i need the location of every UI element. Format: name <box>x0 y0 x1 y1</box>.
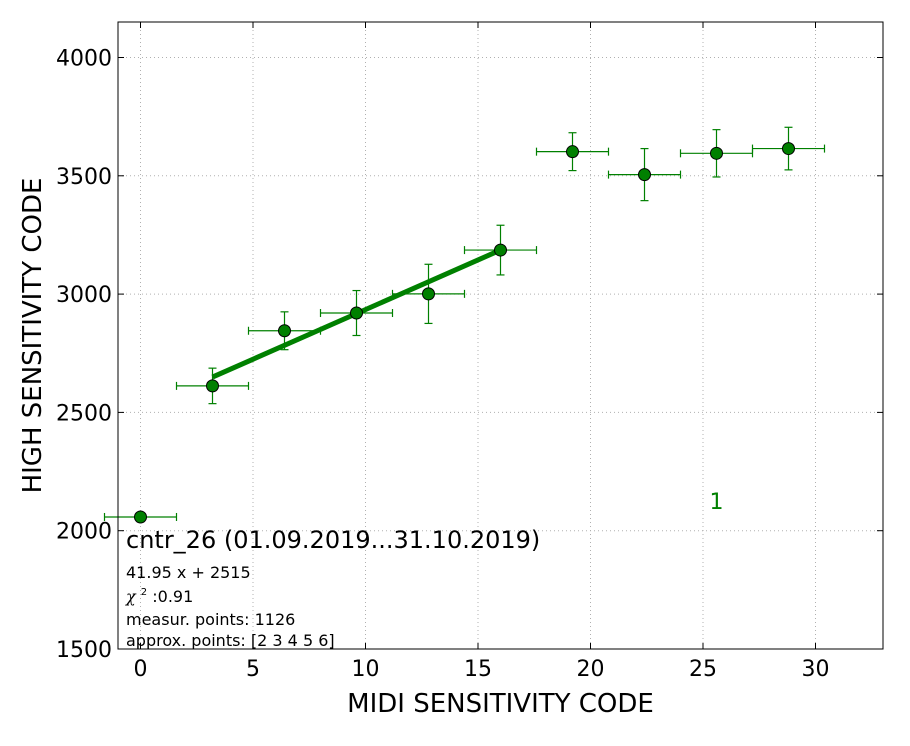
annotation-chi-square: χ 2 :0.91 <box>125 580 193 606</box>
point-marker <box>206 379 219 393</box>
point-marker <box>422 287 435 301</box>
data-point-3 <box>319 289 394 337</box>
point-marker <box>638 168 651 182</box>
point-marker <box>782 142 795 156</box>
data-point-6 <box>535 132 610 172</box>
x-tick-label: 20 <box>577 657 605 682</box>
y-tick-label: 1500 <box>56 638 112 663</box>
y-tick-label: 2500 <box>56 401 112 426</box>
data-point-7 <box>607 147 682 202</box>
x-tick-label: 25 <box>689 657 717 682</box>
point-marker <box>710 146 723 160</box>
annotation-approx-points: approx. points: [2 3 4 5 6] <box>126 631 335 650</box>
data-point-2 <box>247 311 322 351</box>
point-marker <box>134 510 147 524</box>
y-axis-title: HIGH SENSITIVITY CODE <box>18 178 48 494</box>
y-tick-label: 3500 <box>56 165 112 190</box>
chi-symbol: χ <box>125 587 137 606</box>
x-tick-label: 15 <box>464 657 492 682</box>
data-point-9 <box>751 126 826 171</box>
y-tick-label: 4000 <box>56 46 112 71</box>
chi-superscript: 2 <box>141 587 147 598</box>
data-point-4 <box>391 263 466 325</box>
x-tick-label: 10 <box>352 657 380 682</box>
y-tick-label: 3000 <box>56 283 112 308</box>
data-point-5 <box>463 224 538 276</box>
point-marker <box>350 306 363 320</box>
series-label: 1 <box>710 490 724 515</box>
point-marker <box>494 243 507 257</box>
data-point-8 <box>679 129 754 178</box>
y-tick-label: 2000 <box>56 520 112 545</box>
point-marker <box>566 145 579 159</box>
x-tick-label: 30 <box>802 657 830 682</box>
point-marker <box>278 324 291 338</box>
chi-value: :0.91 <box>152 587 193 606</box>
data-points <box>103 126 826 524</box>
annotation-title: cntr_26 (01.09.2019...31.10.2019) <box>126 526 540 554</box>
grid <box>118 22 883 650</box>
data-point-0 <box>103 510 178 524</box>
x-tick-label: 0 <box>134 657 148 682</box>
annotation-equation: 41.95 x + 2515 <box>126 563 251 582</box>
annotation-measur-points: measur. points: 1126 <box>126 610 295 629</box>
x-tick-label: 5 <box>246 657 260 682</box>
x-axis-title: MIDI SENSITIVITY CODE <box>347 689 654 719</box>
data-point-1 <box>175 367 250 405</box>
plot-frame <box>117 21 884 650</box>
axis-ticks: 0 5 10 15 20 25 30 1500 2000 2500 3000 3500 4000 <box>56 22 883 682</box>
